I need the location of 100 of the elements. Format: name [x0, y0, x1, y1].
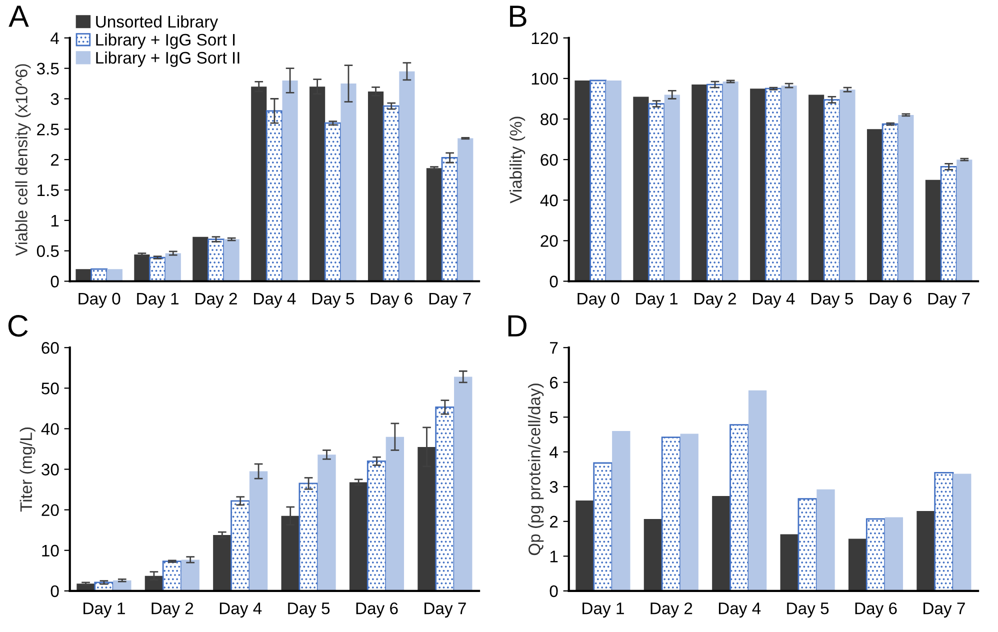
bar	[144, 576, 164, 591]
y-tick-label: 40	[41, 423, 59, 435]
bar	[612, 431, 630, 591]
bar	[781, 86, 797, 282]
bar	[382, 105, 400, 282]
bar	[192, 236, 208, 282]
x-tick-label: Day 6	[356, 602, 398, 618]
y-tick-label: 3.5	[36, 62, 59, 75]
bar	[213, 534, 232, 591]
chart-title: D	[508, 315, 526, 336]
bar	[340, 84, 356, 282]
bar	[692, 84, 708, 282]
x-tick-label: Day 4	[220, 602, 262, 618]
x-tick-label: Day 7	[924, 602, 965, 618]
y-tick-label: 0.5	[36, 245, 59, 258]
bar	[435, 406, 455, 591]
y-axis-title: Viable cell density (x10^6)	[15, 64, 31, 256]
bar	[106, 269, 122, 282]
bar	[181, 560, 200, 591]
y-tick-label: 7	[550, 342, 558, 354]
chart-title: C	[8, 315, 28, 337]
bar	[134, 254, 150, 282]
bar	[764, 88, 782, 282]
x-tick-label: Day 0	[578, 292, 620, 308]
y-tick-label: 10	[42, 544, 59, 557]
bar	[282, 80, 298, 282]
x-tick-label: Day 2	[152, 602, 194, 618]
bar	[953, 474, 972, 591]
bar	[386, 436, 404, 591]
bar	[249, 471, 268, 591]
bar	[664, 94, 680, 282]
bar	[454, 376, 472, 591]
x-tick-label: Day 2	[650, 602, 692, 618]
x-tick-label: Day 4	[718, 602, 761, 618]
bar	[956, 160, 972, 282]
bar	[366, 460, 387, 591]
bar	[780, 534, 798, 591]
y-tick-label: 20	[540, 235, 558, 247]
bar	[441, 157, 458, 282]
bar	[224, 239, 240, 282]
bar	[840, 90, 856, 282]
y-tick-label: 4	[50, 32, 59, 44]
legend-label: Library + IgG Sort I	[96, 33, 235, 49]
bar	[165, 253, 181, 282]
bar	[648, 103, 666, 282]
y-tick-label: 2	[51, 154, 59, 166]
x-tick-label: Day 7	[928, 292, 970, 308]
y-tick-label: 50	[42, 382, 59, 394]
y-tick-label: 0	[50, 585, 59, 598]
y-tick-label: 3	[50, 93, 59, 105]
y-tick-label: 0	[50, 276, 59, 288]
bar	[916, 510, 935, 591]
bar	[458, 138, 474, 282]
y-tick-label: 20	[42, 504, 59, 516]
bar	[798, 498, 818, 591]
y-axis-title: Viability (%)	[510, 116, 526, 204]
chart-title: A	[8, 6, 29, 27]
bar	[722, 82, 738, 282]
y-tick-label: 3	[550, 481, 558, 493]
y-tick-label: 30	[42, 464, 59, 476]
x-tick-label: Day 1	[84, 602, 125, 618]
x-tick-label: Day 4	[254, 292, 296, 308]
y-tick-label: 5	[550, 412, 558, 424]
y-axis-title: Qp (pg protein/cell/day)	[528, 384, 544, 556]
bar	[426, 168, 442, 282]
bar	[848, 538, 867, 591]
bar	[750, 88, 766, 282]
x-tick-label: Day 7	[424, 602, 466, 618]
x-tick-label: Day 6	[870, 292, 912, 308]
bar	[162, 560, 182, 591]
y-tick-label: 80	[540, 113, 558, 126]
x-tick-label: Day 6	[370, 292, 412, 308]
bar	[593, 462, 613, 591]
bar	[808, 94, 824, 282]
x-tick-label: Day 1	[582, 602, 624, 618]
y-tick-label: 100	[532, 72, 558, 85]
bar	[230, 500, 250, 591]
bar	[590, 80, 607, 282]
x-tick-label: Day 2	[694, 292, 736, 308]
bar	[606, 80, 622, 282]
x-tick-label: Day 1	[636, 292, 678, 308]
y-tick-label: 0	[550, 585, 558, 598]
bar	[884, 517, 904, 591]
bar	[644, 518, 662, 591]
x-tick-label: Day 5	[312, 292, 354, 308]
bar	[925, 180, 942, 282]
y-tick-label: 1	[51, 214, 59, 226]
x-tick-label: Day 5	[812, 292, 853, 308]
bar	[318, 454, 336, 591]
x-tick-label: Day 5	[787, 602, 829, 618]
bar	[898, 114, 914, 282]
y-tick-label: 4	[550, 446, 558, 458]
bar	[298, 482, 318, 591]
bar	[823, 99, 840, 282]
bar	[633, 96, 649, 282]
x-tick-label: Day 5	[288, 602, 330, 618]
chart-title: B	[510, 6, 526, 27]
bar	[866, 518, 886, 591]
y-tick-label: 120	[532, 32, 558, 44]
bar	[576, 500, 594, 591]
